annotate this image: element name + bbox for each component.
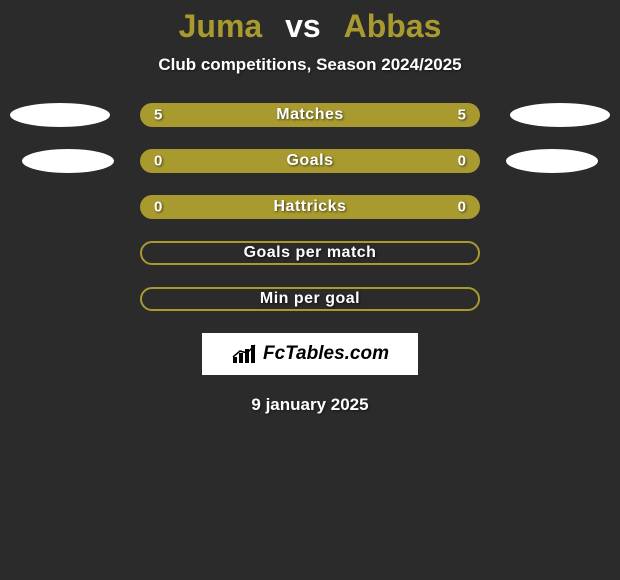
stat-row: Goals per match [0,241,620,265]
left-badge [10,103,110,127]
vs-text: vs [285,8,321,44]
stat-pill: 5 Matches 5 [140,103,480,127]
brand-badge: FcTables.com [202,333,418,375]
stat-pill: Goals per match [140,241,480,265]
chart-icon [231,343,259,365]
left-value: 0 [154,199,162,216]
subtitle: Club competitions, Season 2024/2025 [0,55,620,75]
stat-row: 0 Goals 0 [0,149,620,173]
left-value: 0 [154,153,162,170]
stat-row: 0 Hattricks 0 [0,195,620,219]
date-text: 9 january 2025 [0,395,620,415]
right-value: 0 [458,153,466,170]
stat-label: Hattricks [274,198,347,216]
comparison-card: Juma vs Abbas Club competitions, Season … [0,0,620,440]
right-badge [510,103,610,127]
stat-label: Goals [287,152,334,170]
stat-pill: Min per goal [140,287,480,311]
right-value: 5 [458,107,466,124]
stat-pill: 0 Goals 0 [140,149,480,173]
page-title: Juma vs Abbas [0,8,620,45]
player1-name: Juma [179,8,263,44]
left-value: 5 [154,107,162,124]
stat-row: 5 Matches 5 [0,103,620,127]
stat-rows: 5 Matches 5 0 Goals 0 0 Hattricks 0 Goals per mat… [0,103,620,311]
player2-name: Abbas [344,8,442,44]
stat-label: Matches [276,106,344,124]
stat-pill: 0 Hattricks 0 [140,195,480,219]
brand-text: FcTables.com [263,343,389,365]
stat-label: Min per goal [260,290,360,308]
right-badge [506,149,598,173]
right-value: 0 [458,199,466,216]
stat-label: Goals per match [244,244,377,262]
left-badge [22,149,114,173]
stat-row: Min per goal [0,287,620,311]
